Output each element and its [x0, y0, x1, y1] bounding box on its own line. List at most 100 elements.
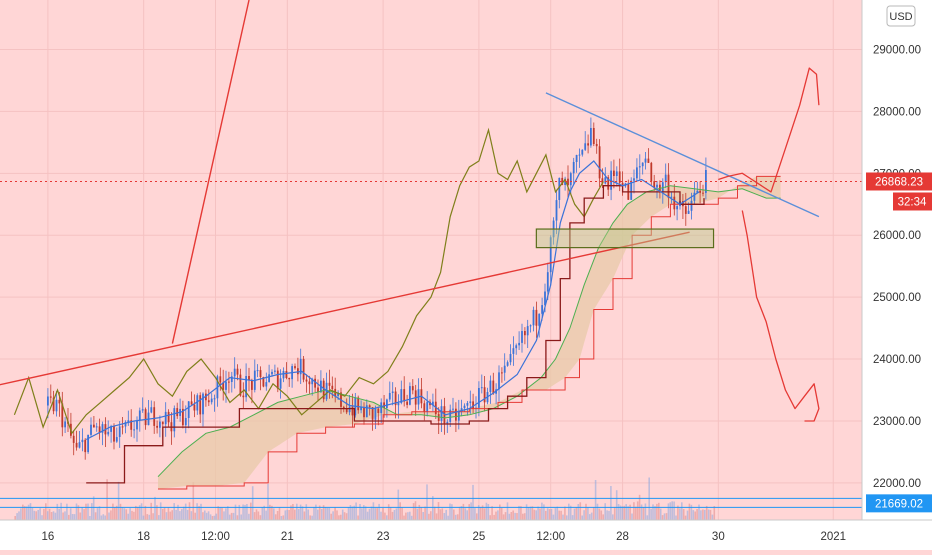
candle-body[interactable]	[98, 426, 101, 433]
candle-body[interactable]	[84, 439, 87, 453]
candle-body[interactable]	[156, 425, 158, 428]
candle-body[interactable]	[687, 210, 690, 214]
resistance-line[interactable]	[545, 92, 820, 218]
candle-body[interactable]	[440, 406, 443, 421]
candle-body[interactable]	[219, 376, 222, 383]
candle-body[interactable]	[322, 380, 325, 400]
candle-body[interactable]	[578, 154, 581, 156]
candle-body[interactable]	[245, 376, 247, 398]
candle-body[interactable]	[443, 406, 446, 424]
candle-body[interactable]	[544, 291, 546, 306]
candle-body[interactable]	[595, 144, 598, 147]
candle-body[interactable]	[107, 431, 110, 435]
candle-body[interactable]	[239, 374, 242, 396]
candle-body[interactable]	[225, 381, 227, 390]
candle-body[interactable]	[469, 401, 472, 404]
candle-body[interactable]	[656, 184, 658, 188]
candle-body[interactable]	[299, 358, 302, 375]
candle-body[interactable]	[167, 411, 170, 423]
candle-body[interactable]	[690, 200, 693, 211]
candle-body[interactable]	[472, 401, 474, 409]
candle-body[interactable]	[397, 403, 400, 406]
candle-body[interactable]	[466, 403, 469, 406]
price-axis[interactable]	[862, 0, 932, 550]
candle-body[interactable]	[411, 386, 414, 391]
candle-body[interactable]	[604, 177, 607, 184]
candle-body[interactable]	[498, 372, 500, 390]
candle-body[interactable]	[274, 370, 276, 372]
support-zone[interactable]	[535, 228, 715, 249]
candle-body[interactable]	[403, 389, 406, 402]
candle-body[interactable]	[383, 402, 385, 408]
candle-body[interactable]	[391, 391, 394, 394]
candle-body[interactable]	[265, 382, 268, 387]
candle-body[interactable]	[161, 421, 164, 425]
candle-body[interactable]	[184, 418, 187, 426]
candle-body[interactable]	[549, 237, 552, 273]
candle-body[interactable]	[555, 200, 558, 221]
candle-body[interactable]	[377, 408, 380, 413]
candle-body[interactable]	[590, 128, 592, 146]
candle-body[interactable]	[561, 177, 564, 185]
candle-body[interactable]	[342, 406, 345, 409]
candle-body[interactable]	[297, 368, 299, 375]
candle-body[interactable]	[176, 408, 179, 417]
candle-body[interactable]	[282, 371, 285, 379]
candle-body[interactable]	[388, 393, 391, 400]
candle-body[interactable]	[664, 174, 667, 183]
candle-body[interactable]	[363, 407, 365, 418]
candle-body[interactable]	[512, 348, 515, 354]
candle-body[interactable]	[581, 149, 584, 155]
candle-body[interactable]	[87, 434, 89, 453]
candle-body[interactable]	[207, 400, 210, 403]
candle-body[interactable]	[463, 405, 466, 409]
candle-body[interactable]	[365, 405, 368, 418]
candle-body[interactable]	[633, 178, 635, 181]
candle-body[interactable]	[506, 362, 509, 366]
candle-body[interactable]	[113, 426, 115, 442]
candle-body[interactable]	[95, 426, 98, 428]
candle-body[interactable]	[524, 331, 526, 336]
candle-body[interactable]	[386, 399, 388, 409]
candle-body[interactable]	[130, 420, 133, 430]
candle-body[interactable]	[61, 403, 64, 428]
candle-body[interactable]	[529, 325, 532, 327]
candle-body[interactable]	[426, 401, 429, 412]
candle-body[interactable]	[268, 374, 270, 382]
candle-body[interactable]	[584, 143, 587, 150]
candle-body[interactable]	[199, 395, 202, 415]
candle-body[interactable]	[455, 408, 457, 421]
candle-body[interactable]	[351, 406, 354, 416]
candle-body[interactable]	[380, 402, 383, 413]
candle-body[interactable]	[101, 424, 104, 433]
candle-body[interactable]	[164, 411, 167, 425]
candle-body[interactable]	[446, 421, 449, 424]
candle-body[interactable]	[305, 379, 308, 382]
candle-body[interactable]	[78, 442, 81, 448]
candle-body[interactable]	[480, 387, 483, 389]
candle-body[interactable]	[357, 397, 360, 411]
projection-path-up[interactable]	[718, 67, 820, 193]
candle-body[interactable]	[501, 372, 503, 374]
candle-body[interactable]	[182, 408, 184, 426]
candle-body[interactable]	[636, 167, 638, 179]
candle-body[interactable]	[532, 309, 535, 326]
candle-body[interactable]	[242, 395, 245, 398]
candle-body[interactable]	[311, 378, 314, 385]
candle-body[interactable]	[638, 166, 641, 168]
candle-body[interactable]	[196, 395, 199, 411]
candle-body[interactable]	[115, 437, 118, 442]
candle-body[interactable]	[256, 370, 259, 372]
candle-body[interactable]	[546, 272, 549, 292]
candle-body[interactable]	[118, 426, 121, 437]
trend-line[interactable]	[0, 231, 690, 390]
candle-body[interactable]	[81, 439, 84, 443]
projection-path-down[interactable]	[741, 210, 820, 422]
candle-body[interactable]	[449, 409, 452, 422]
candle-body[interactable]	[127, 420, 130, 423]
candle-body[interactable]	[259, 370, 262, 377]
candle-body[interactable]	[337, 392, 339, 396]
candle-body[interactable]	[222, 382, 225, 390]
candle-body[interactable]	[693, 192, 696, 201]
candle-body[interactable]	[423, 403, 426, 412]
